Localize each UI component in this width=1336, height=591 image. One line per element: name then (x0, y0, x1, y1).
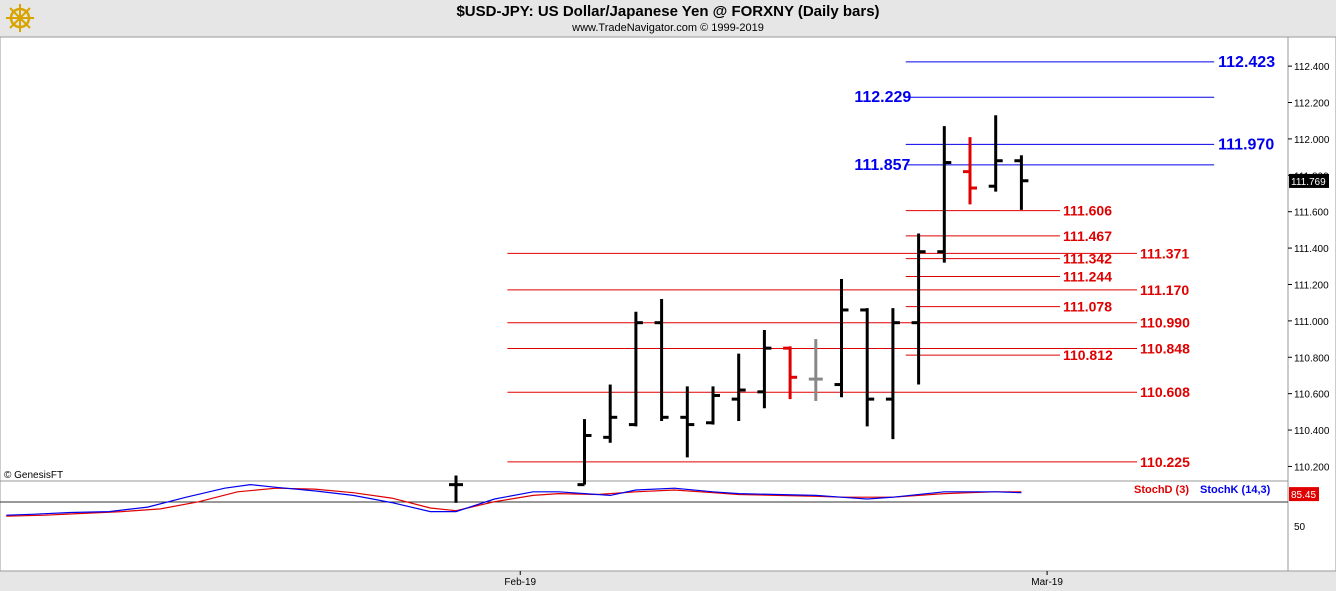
ohlc-bar (783, 346, 798, 400)
level-label: 110.990 (1140, 315, 1190, 331)
y-tick-label: 111.600 (1294, 208, 1329, 219)
level-label: 112.423 (1218, 54, 1275, 71)
level-label: 110.848 (1140, 341, 1190, 357)
level-label: 111.857 (854, 157, 910, 174)
credit-label: © GenesisFT (4, 470, 63, 481)
ohlc-bar (834, 279, 849, 398)
ohlc-bar (680, 386, 695, 458)
y-tick-label: 112.200 (1294, 99, 1330, 110)
x-tick-label: Feb-19 (504, 577, 536, 588)
ohlc-bar (449, 475, 463, 503)
ohlc-bar (963, 137, 977, 205)
level-label: 111.970 (1218, 136, 1274, 153)
stoch-k-line (6, 483, 1022, 516)
level-label: 110.812 (1063, 347, 1113, 363)
y-tick-label: 111.000 (1294, 317, 1329, 328)
stochastic-panel (0, 480, 1289, 572)
ohlc-bar (603, 384, 618, 443)
price-axis: 110.200 110.400 110.600 110.800 111.000 111.2… (1288, 62, 1330, 533)
ohlc-bar (1014, 155, 1029, 210)
ohlc-bar (860, 308, 875, 427)
stochastic-lines (6, 483, 1022, 517)
level-label: 111.606 (1063, 203, 1112, 219)
y-tick-label: 110.400 (1294, 426, 1330, 437)
ship-wheel-icon (6, 4, 34, 32)
y-tick-label: 112.400 (1294, 62, 1330, 73)
chart-subtitle: www.TradeNavigator.com © 1999-2019 (572, 22, 764, 34)
ohlc-bar (706, 386, 720, 425)
level-label: 110.608 (1140, 384, 1190, 400)
level-label: 111.078 (1063, 299, 1112, 315)
last-price-label: 111.769 (1291, 177, 1326, 188)
ohlc-bar (937, 126, 952, 263)
stoch-value-label: 85.45 (1291, 490, 1316, 501)
level-label: 111.170 (1140, 282, 1189, 298)
y-tick-label: 110.600 (1294, 390, 1330, 401)
legend-entry: StochD (3) (1134, 484, 1189, 496)
ohlc-bars (449, 115, 1029, 503)
y-tick-label: 110.200 (1294, 462, 1330, 473)
stoch-d-line (6, 487, 1022, 517)
y-tick-label: 111.200 (1294, 280, 1329, 291)
level-label: 111.342 (1063, 251, 1112, 267)
stochastic-legend: StochD (3) StochK (14,3) (1134, 484, 1271, 496)
ohlc-bar (628, 311, 643, 427)
level-label: 111.244 (1063, 268, 1112, 284)
ohlc-bar (808, 339, 823, 401)
stoch-tick-label: 50 (1294, 522, 1306, 533)
chart-title: $USD-JPY: US Dollar/Japanese Yen @ FORXN… (456, 3, 880, 20)
level-label: 112.229 (854, 89, 911, 106)
ohlc-bar (757, 329, 772, 409)
ohlc-bar (731, 353, 746, 421)
ohlc-bar (885, 308, 900, 440)
level-label: 111.467 (1063, 228, 1112, 244)
time-axis: Feb-19 Mar-19 (504, 571, 1063, 588)
ohlc-bar (654, 299, 669, 421)
ohlc-bar (988, 115, 1003, 192)
chart-header: $USD-JPY: US Dollar/Japanese Yen @ FORXN… (0, 0, 1336, 36)
price-axis-panel (1287, 36, 1336, 572)
ohlc-bar (911, 233, 926, 385)
y-tick-label: 112.000 (1294, 135, 1330, 146)
support-resistance-levels: 112.423 112.229 111.970 111.857 111.606 111.4… (507, 54, 1275, 470)
y-tick-label: 110.800 (1294, 353, 1330, 364)
stoch-value-box (1289, 487, 1319, 502)
level-label: 111.371 (1140, 245, 1189, 261)
ohlc-bar (577, 419, 592, 487)
level-label: 110.225 (1140, 454, 1190, 470)
y-tick-label: 111.400 (1294, 244, 1329, 255)
price-panel (0, 36, 1289, 482)
last-price-box (1289, 173, 1329, 188)
x-tick-label: Mar-19 (1031, 577, 1063, 588)
legend-entry: StochK (14,3) (1200, 484, 1271, 496)
